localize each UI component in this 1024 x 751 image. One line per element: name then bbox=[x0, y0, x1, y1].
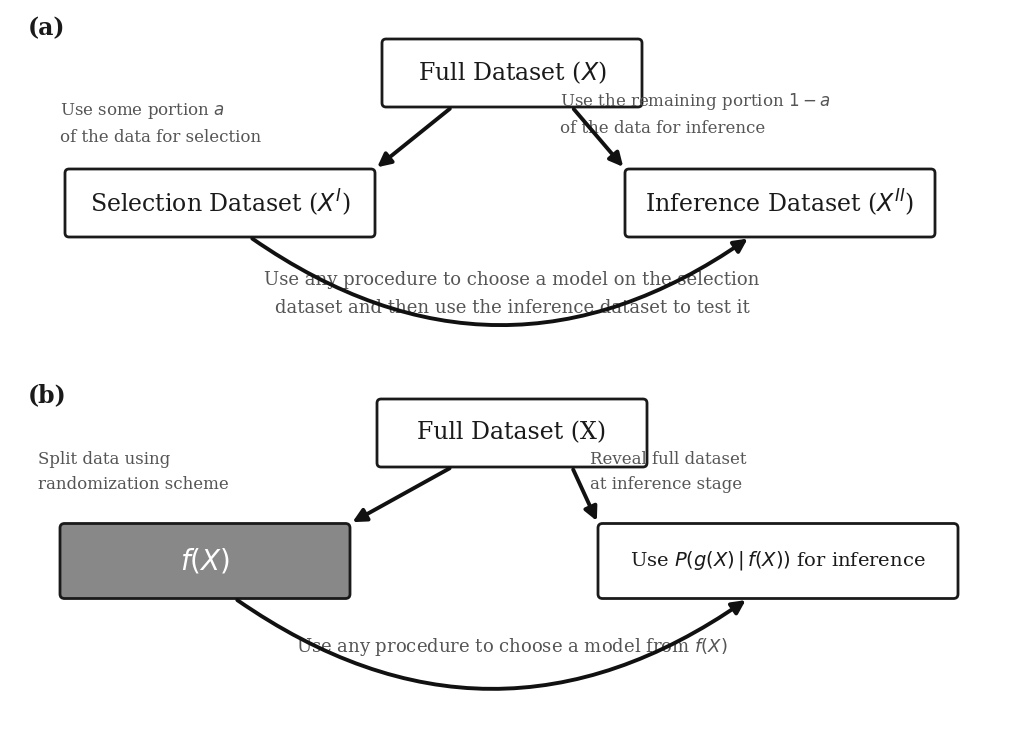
Text: Use $P\left(g(X)\,|\,f(X)\right)$ for inference: Use $P\left(g(X)\,|\,f(X)\right)$ for in… bbox=[630, 550, 926, 572]
FancyBboxPatch shape bbox=[625, 169, 935, 237]
FancyBboxPatch shape bbox=[598, 523, 958, 599]
Text: Reveal full dataset
at inference stage: Reveal full dataset at inference stage bbox=[590, 451, 746, 493]
Text: Inference Dataset ($X^{II}$): Inference Dataset ($X^{II}$) bbox=[645, 188, 914, 219]
Text: Use any procedure to choose a model on the selection
dataset and then use the in: Use any procedure to choose a model on t… bbox=[264, 271, 760, 317]
FancyBboxPatch shape bbox=[377, 399, 647, 467]
Text: Use some portion $a$
of the data for selection: Use some portion $a$ of the data for sel… bbox=[60, 101, 261, 146]
Text: (a): (a) bbox=[28, 16, 66, 40]
Text: Full Dataset ($X$): Full Dataset ($X$) bbox=[418, 59, 606, 86]
Text: Use the remaining portion $1-a$
of the data for inference: Use the remaining portion $1-a$ of the d… bbox=[560, 91, 830, 137]
Text: (b): (b) bbox=[28, 383, 67, 407]
Text: $f(X)$: $f(X)$ bbox=[180, 547, 230, 575]
Text: Full Dataset (X): Full Dataset (X) bbox=[418, 421, 606, 445]
Text: Use any procedure to choose a model from $f(X)$: Use any procedure to choose a model from… bbox=[296, 636, 728, 658]
FancyBboxPatch shape bbox=[65, 169, 375, 237]
Text: Split data using
randomization scheme: Split data using randomization scheme bbox=[38, 451, 228, 493]
FancyBboxPatch shape bbox=[382, 39, 642, 107]
Text: Selection Dataset ($X^{I}$): Selection Dataset ($X^{I}$) bbox=[90, 188, 350, 219]
FancyBboxPatch shape bbox=[60, 523, 350, 599]
